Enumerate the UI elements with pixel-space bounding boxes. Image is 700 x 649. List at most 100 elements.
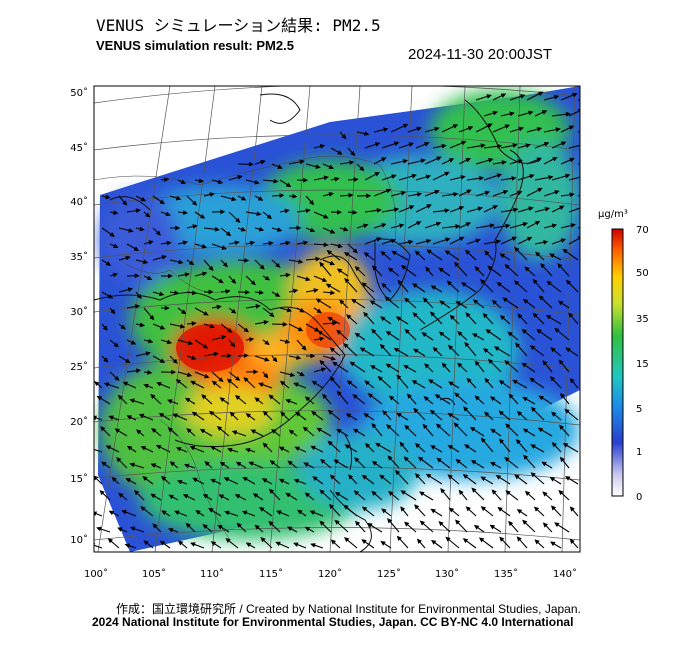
wind-arrow-head — [203, 310, 209, 316]
wind-arrow-head — [400, 506, 406, 512]
wind-arrow-head — [145, 351, 151, 356]
wind-arrow-head — [444, 208, 450, 214]
wind-arrow-head — [275, 262, 281, 268]
wind-arrow-head — [428, 379, 434, 384]
wind-arrow-head — [422, 297, 428, 303]
wind-arrow-head — [276, 510, 282, 515]
wind-arrow-head — [260, 159, 266, 165]
wind-arrow-head — [125, 358, 131, 364]
wind-arrow-head — [470, 460, 477, 465]
wind-arrow-head — [562, 248, 568, 254]
wind-arrow-head — [524, 266, 530, 272]
wind-arrow-head — [134, 304, 141, 309]
wind-arrow-head — [459, 236, 465, 242]
wind-arrow-head — [521, 328, 527, 334]
wind-arrow-head — [208, 265, 214, 272]
wind-arrow-head — [199, 213, 206, 219]
wind-arrow-head — [295, 411, 301, 417]
wind-arrow-head — [150, 463, 157, 468]
wind-arrow-head — [420, 158, 426, 164]
wind-arrow-head — [504, 360, 510, 366]
credit-license: 2024 National Institute for Environmenta… — [92, 615, 574, 629]
wind-arrow-head — [226, 327, 233, 333]
wind-arrow-head — [490, 461, 496, 467]
wind-arrow-head — [136, 293, 142, 300]
wind-arrow-head — [242, 476, 248, 482]
wind-arrow-head — [155, 230, 161, 236]
wind-arrow-head — [252, 493, 259, 498]
wind-arrow-head — [532, 312, 538, 318]
wind-arrow-head — [553, 94, 560, 100]
wind-arrow-head — [174, 510, 180, 515]
wind-arrow-head — [174, 290, 180, 296]
wind-arrow-head — [390, 238, 397, 244]
wind-arrow-head — [569, 157, 575, 163]
wind-arrow-head — [462, 538, 469, 544]
wind-arrow-head — [320, 458, 326, 464]
wind-arrow-head — [234, 394, 241, 400]
wind-arrow-head — [201, 243, 207, 249]
wind-arrow-head — [502, 189, 509, 195]
wind-arrow-head — [529, 377, 535, 383]
wind-arrow-head — [499, 536, 505, 542]
wind-arrow-head — [484, 377, 490, 384]
wind-arrow-head — [254, 179, 260, 185]
wind-arrow-head — [184, 272, 191, 277]
wind-arrow-head — [319, 489, 325, 495]
wind-arrow-head — [416, 192, 423, 197]
wind-arrow-head — [180, 179, 187, 184]
wind-arrow-head — [108, 415, 114, 420]
wind-arrow-head — [426, 249, 432, 255]
lat-tick-label: 50˚ — [70, 87, 88, 99]
wind-arrow-head — [198, 178, 204, 184]
wind-arrow-head — [402, 158, 409, 164]
wind-arrow-head — [467, 126, 474, 131]
wind-arrow-head — [565, 347, 571, 353]
wind-arrow-head — [258, 226, 265, 232]
colorbar: 70 50 35 15 5 1 0 — [611, 225, 649, 503]
wind-arrow-head — [455, 300, 461, 306]
wind-arrow-head — [537, 187, 543, 193]
wind-arrow-head — [359, 347, 366, 353]
wind-arrow-head — [289, 372, 296, 377]
wind-arrow-head — [167, 527, 174, 533]
wind-arrow-head — [369, 300, 376, 306]
wind-arrow-head — [349, 361, 356, 367]
wind-arrow-head — [464, 444, 470, 449]
wind-arrow-head — [381, 157, 387, 162]
wind-arrow-head — [396, 374, 402, 380]
wind-arrow-head — [231, 430, 238, 435]
wind-arrow-head — [348, 474, 354, 480]
lat-tick-label: 15˚ — [70, 473, 88, 485]
wind-arrow-head — [175, 378, 182, 384]
wind-arrow-head — [519, 94, 526, 99]
lon-tick-label: 125˚ — [377, 568, 401, 580]
wind-arrow-head — [516, 536, 522, 542]
wind-arrow-head — [414, 442, 421, 449]
wind-arrow-head — [328, 192, 335, 197]
wind-arrow-head — [449, 314, 455, 320]
wind-arrow-head — [304, 396, 311, 402]
wind-arrow-head — [379, 343, 386, 350]
wind-arrow-head — [315, 298, 322, 304]
wind-arrow-head — [399, 441, 405, 448]
wind-arrow-head — [381, 508, 387, 514]
wind-arrow-head — [134, 489, 140, 496]
wind-arrow-head — [297, 326, 304, 332]
wind-arrow-head — [363, 252, 370, 258]
wind-arrow-head — [429, 311, 436, 317]
wind-arrow-head — [171, 369, 177, 375]
wind-arrow-head — [484, 250, 490, 256]
wind-arrow-head — [288, 429, 295, 435]
wind-arrow-head — [522, 298, 529, 304]
wind-arrow-head — [336, 268, 343, 274]
wind-arrow-head — [190, 542, 196, 547]
wind-arrow-head — [328, 503, 335, 510]
wind-arrow-head — [161, 475, 167, 481]
wind-arrow-head — [371, 460, 378, 466]
lon-tick-label: 130˚ — [435, 568, 459, 580]
wind-arrow-head — [436, 457, 442, 463]
wind-arrow-head — [551, 223, 558, 229]
wind-arrow-head — [562, 443, 569, 448]
wind-arrow-head — [284, 339, 291, 344]
